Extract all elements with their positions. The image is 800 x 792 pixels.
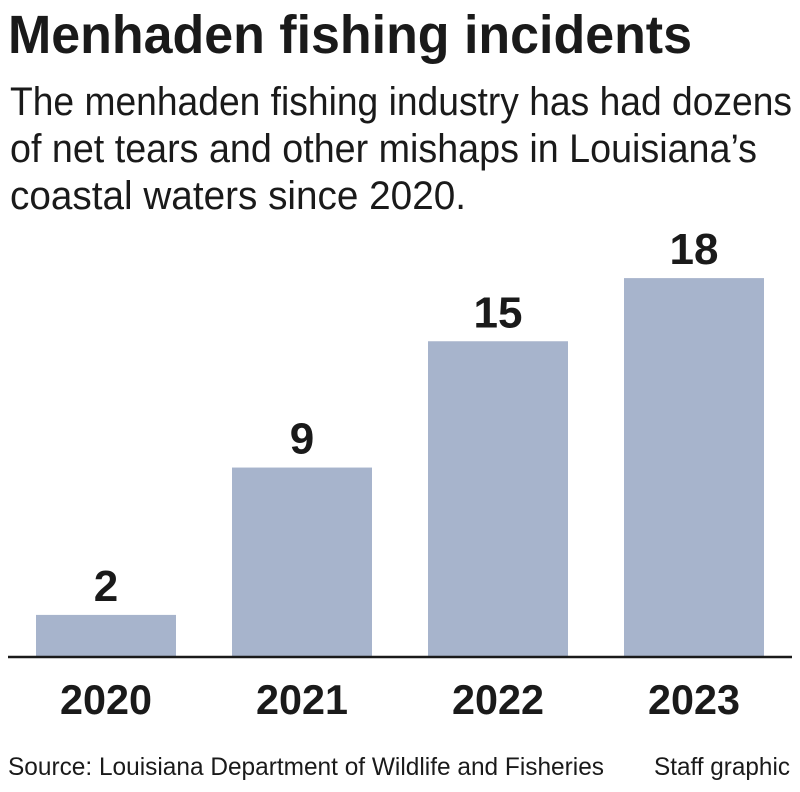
- x-tick-label: 2022: [452, 676, 544, 723]
- subtitle-line: The menhaden fishing industry has had do…: [10, 80, 792, 124]
- chart-title: Menhaden fishing incidents: [8, 5, 692, 65]
- value-label: 15: [474, 288, 523, 337]
- value-label: 18: [670, 225, 719, 274]
- x-tick-label: 2021: [256, 676, 348, 723]
- bar: [36, 614, 176, 657]
- value-label: 2: [94, 562, 118, 611]
- value-label: 9: [290, 415, 314, 464]
- subtitle-line: coastal waters since 2020.: [10, 174, 466, 218]
- subtitle-line: of net tears and other mishaps in Louisi…: [10, 127, 757, 171]
- credit: Staff graphic: [654, 753, 790, 781]
- x-tick-label: 2023: [648, 676, 740, 723]
- x-tick-label: 2020: [60, 676, 152, 723]
- bar: [624, 278, 764, 657]
- source: Source: Louisiana Department of Wildlife…: [8, 753, 604, 781]
- bar: [232, 467, 372, 657]
- bar: [428, 341, 568, 657]
